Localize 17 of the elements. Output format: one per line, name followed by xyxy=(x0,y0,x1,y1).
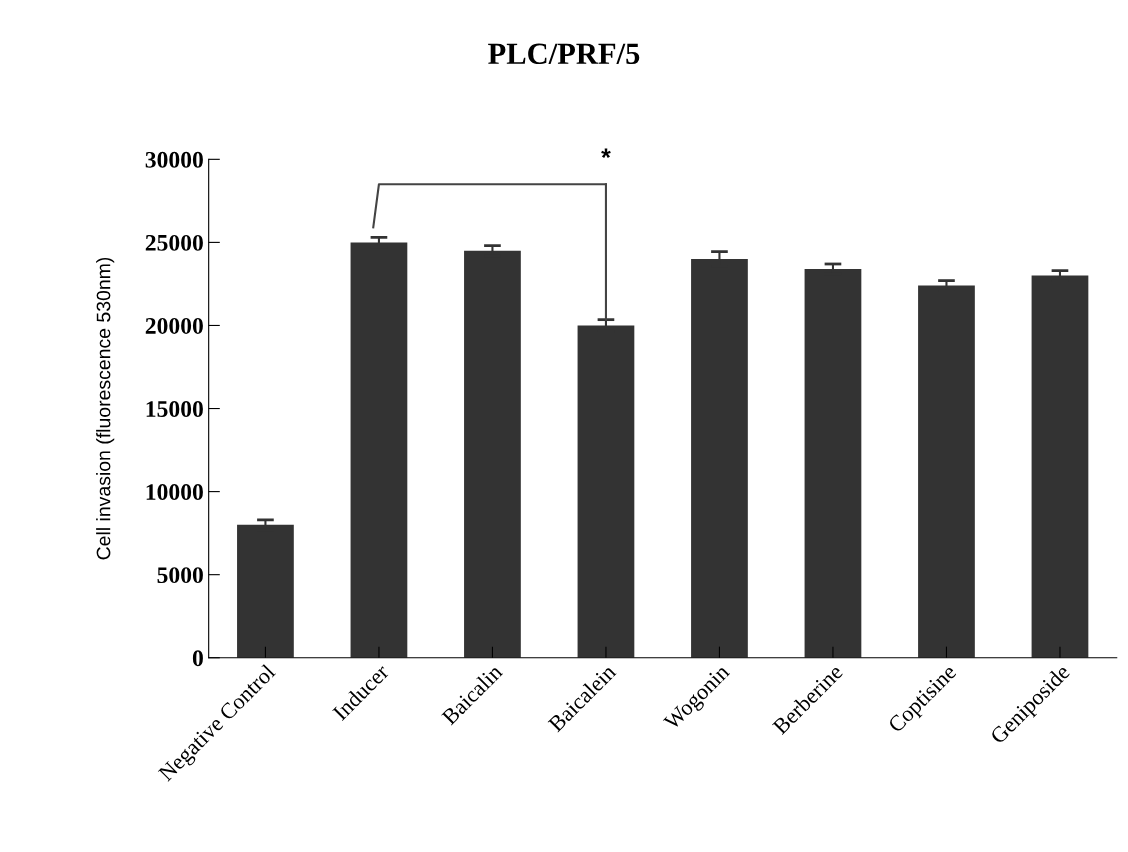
bar xyxy=(918,285,975,658)
annotation: * xyxy=(601,148,611,158)
bar xyxy=(237,524,294,658)
y-tick-label: 15000 xyxy=(146,401,203,417)
chart-title: PLC/PRF/5 xyxy=(488,43,640,65)
bar xyxy=(350,242,408,658)
y-tick-label: 0 xyxy=(192,650,203,667)
y-tick-label: 5000 xyxy=(157,567,203,584)
y-tick-label: 30000 xyxy=(145,151,203,168)
bar xyxy=(1031,275,1089,658)
y-tick-label: 20000 xyxy=(145,317,203,334)
y-tick-label: 25000 xyxy=(145,234,203,251)
bar xyxy=(804,268,862,658)
y-tick-label: 10000 xyxy=(146,484,203,501)
y-axis-title: Cell invasion (fluorescence 530nm) xyxy=(96,257,115,560)
bar xyxy=(464,250,521,658)
bar xyxy=(577,325,635,658)
